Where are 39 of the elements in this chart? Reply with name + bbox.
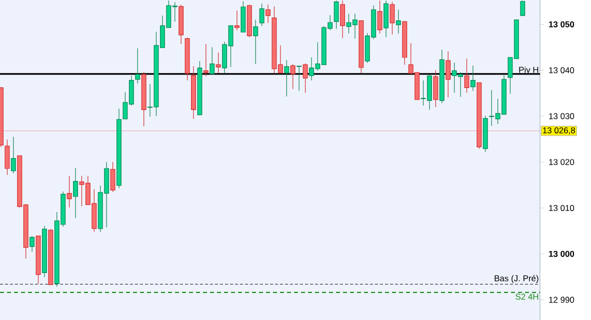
candlestick — [234, 10, 240, 31]
y-tick-label: 12 990 — [549, 296, 574, 303]
y-tick-label: 13 020 — [549, 159, 574, 166]
candlestick — [4, 139, 10, 176]
candlestick — [135, 48, 140, 84]
candlestick — [73, 168, 78, 218]
candlestick — [433, 70, 438, 108]
candlestick — [203, 44, 208, 77]
candlestick — [216, 52, 221, 74]
candlestick — [390, 2, 395, 35]
candlestick — [66, 176, 72, 208]
candlestick — [110, 162, 116, 192]
ref-line-label: 13 026,8 — [543, 127, 575, 134]
candlestick — [259, 3, 264, 26]
candlestick — [470, 65, 476, 92]
candlestick — [210, 46, 215, 74]
candlestick — [396, 9, 401, 34]
candlestick — [296, 66, 302, 92]
candlestick — [377, 0, 382, 34]
y-tick-label: 13 030 — [549, 113, 574, 120]
candlestick — [266, 4, 271, 24]
y-tick-label: 13 040 — [549, 67, 574, 74]
candlestick — [340, 0, 346, 38]
y-tick-label: 13 000 — [549, 250, 574, 257]
candlestick — [302, 63, 308, 94]
candlestick — [253, 19, 258, 64]
candlestick — [464, 58, 470, 94]
ref-line-label: Bas (J. Pré) — [494, 275, 538, 283]
candlestick — [10, 136, 16, 174]
candlestick — [284, 60, 290, 97]
candlestick — [290, 64, 296, 90]
y-tick-label: 13 010 — [549, 204, 574, 211]
candlestick — [446, 51, 451, 98]
ref-line-label: S2 4H — [516, 294, 538, 300]
ref-line-label: Piv H — [519, 66, 538, 73]
candlestick — [30, 236, 35, 252]
y-tick-label: 13 050 — [549, 21, 574, 28]
candlestick — [520, 0, 526, 16]
candlestick — [334, 0, 339, 30]
